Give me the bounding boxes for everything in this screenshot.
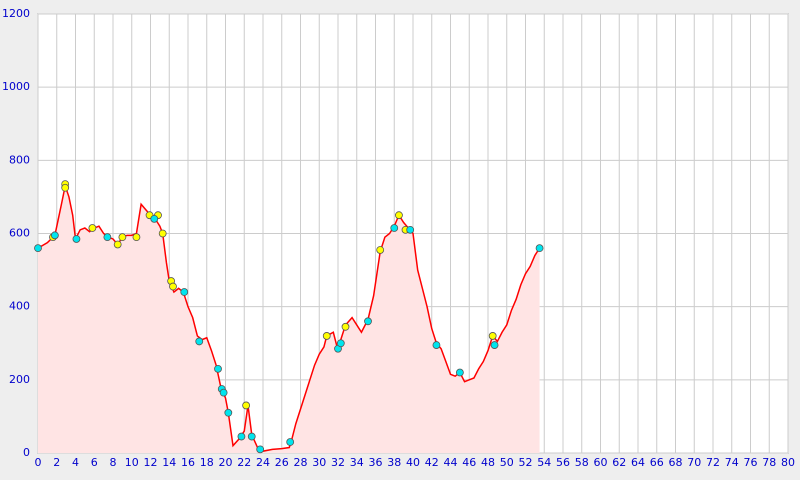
waypoint	[242, 401, 251, 410]
waypoint	[180, 288, 189, 296]
x-tick-label: 34	[350, 456, 364, 469]
waypoint	[113, 240, 122, 249]
waypoint	[237, 432, 246, 441]
y-tick-label: 400	[9, 300, 30, 313]
waypoint	[535, 244, 544, 253]
x-tick-label: 66	[650, 456, 664, 469]
x-tick-label: 70	[687, 456, 701, 469]
x-tick-label: 12	[144, 456, 158, 469]
x-tick-label: 0	[35, 456, 42, 469]
x-tick-label: 48	[481, 456, 495, 469]
waypoint	[150, 214, 159, 223]
x-tick-label: 10	[125, 456, 139, 469]
x-tick-label: 58	[575, 456, 589, 469]
y-tick-label: 200	[9, 373, 30, 386]
x-tick-label: 18	[200, 456, 214, 469]
waypoint	[158, 229, 167, 238]
waypoint	[256, 445, 265, 454]
x-tick-label: 54	[537, 456, 551, 469]
x-tick-label: 26	[275, 456, 289, 469]
waypoint	[432, 341, 441, 349]
waypoint	[103, 233, 112, 242]
waypoint	[395, 211, 403, 220]
y-tick-label: 1200	[2, 7, 30, 20]
x-tick-label: 24	[256, 456, 270, 469]
y-tick-label: 800	[9, 153, 30, 166]
x-tick-label: 2	[53, 456, 60, 469]
x-tick-label: 44	[444, 456, 458, 469]
waypoint	[322, 332, 331, 340]
waypoint	[61, 183, 70, 192]
waypoint	[455, 368, 464, 377]
x-tick-label: 56	[556, 456, 570, 469]
waypoint	[132, 233, 141, 242]
x-tick-label: 42	[425, 456, 439, 469]
x-tick-label: 52	[519, 456, 533, 469]
waypoint	[406, 225, 415, 234]
y-tick-label: 600	[9, 227, 30, 240]
waypoint	[390, 224, 399, 232]
x-tick-label: 76	[744, 456, 758, 469]
area-fill	[38, 185, 540, 454]
waypoint	[219, 388, 228, 397]
x-tick-label: 16	[181, 456, 195, 469]
waypoint	[286, 438, 295, 446]
x-tick-label: 8	[110, 456, 117, 469]
waypoint	[376, 246, 385, 254]
x-tick-label: 28	[294, 456, 308, 469]
x-tick-label: 68	[669, 456, 683, 469]
x-tick-label: 50	[500, 456, 514, 469]
waypoint	[247, 432, 256, 441]
waypoint	[224, 408, 233, 417]
x-tick-label: 20	[219, 456, 233, 469]
x-tick-label: 38	[387, 456, 401, 469]
x-tick-label: 32	[331, 456, 345, 469]
y-tick-label: 0	[23, 446, 30, 459]
x-tick-label: 78	[762, 456, 776, 469]
waypoint	[364, 317, 372, 326]
waypoint	[488, 332, 497, 340]
waypoint	[490, 341, 499, 349]
waypoint	[341, 322, 350, 331]
x-tick-label: 14	[162, 456, 176, 469]
x-tick-label: 36	[369, 456, 383, 469]
x-tick-label: 60	[594, 456, 608, 469]
waypoint	[88, 224, 97, 232]
waypoint	[72, 235, 81, 243]
waypoint	[336, 339, 345, 348]
waypoint	[195, 337, 204, 346]
x-tick-label: 62	[612, 456, 626, 469]
x-tick-label: 4	[72, 456, 79, 469]
x-tick-label: 30	[312, 456, 326, 469]
waypoint	[214, 364, 222, 373]
x-tick-label: 64	[631, 456, 645, 469]
x-tick-label: 22	[237, 456, 251, 469]
waypoint	[34, 244, 42, 253]
waypoint	[50, 231, 59, 240]
waypoint	[169, 282, 177, 291]
x-tick-label: 72	[706, 456, 720, 469]
x-tick-label: 74	[725, 456, 739, 469]
x-tick-label: 6	[91, 456, 98, 469]
x-tick-label: 80	[781, 456, 795, 469]
waypoint	[118, 233, 127, 242]
x-tick-label: 40	[406, 456, 420, 469]
y-tick-label: 1000	[2, 80, 30, 93]
x-tick-label: 46	[462, 456, 476, 469]
